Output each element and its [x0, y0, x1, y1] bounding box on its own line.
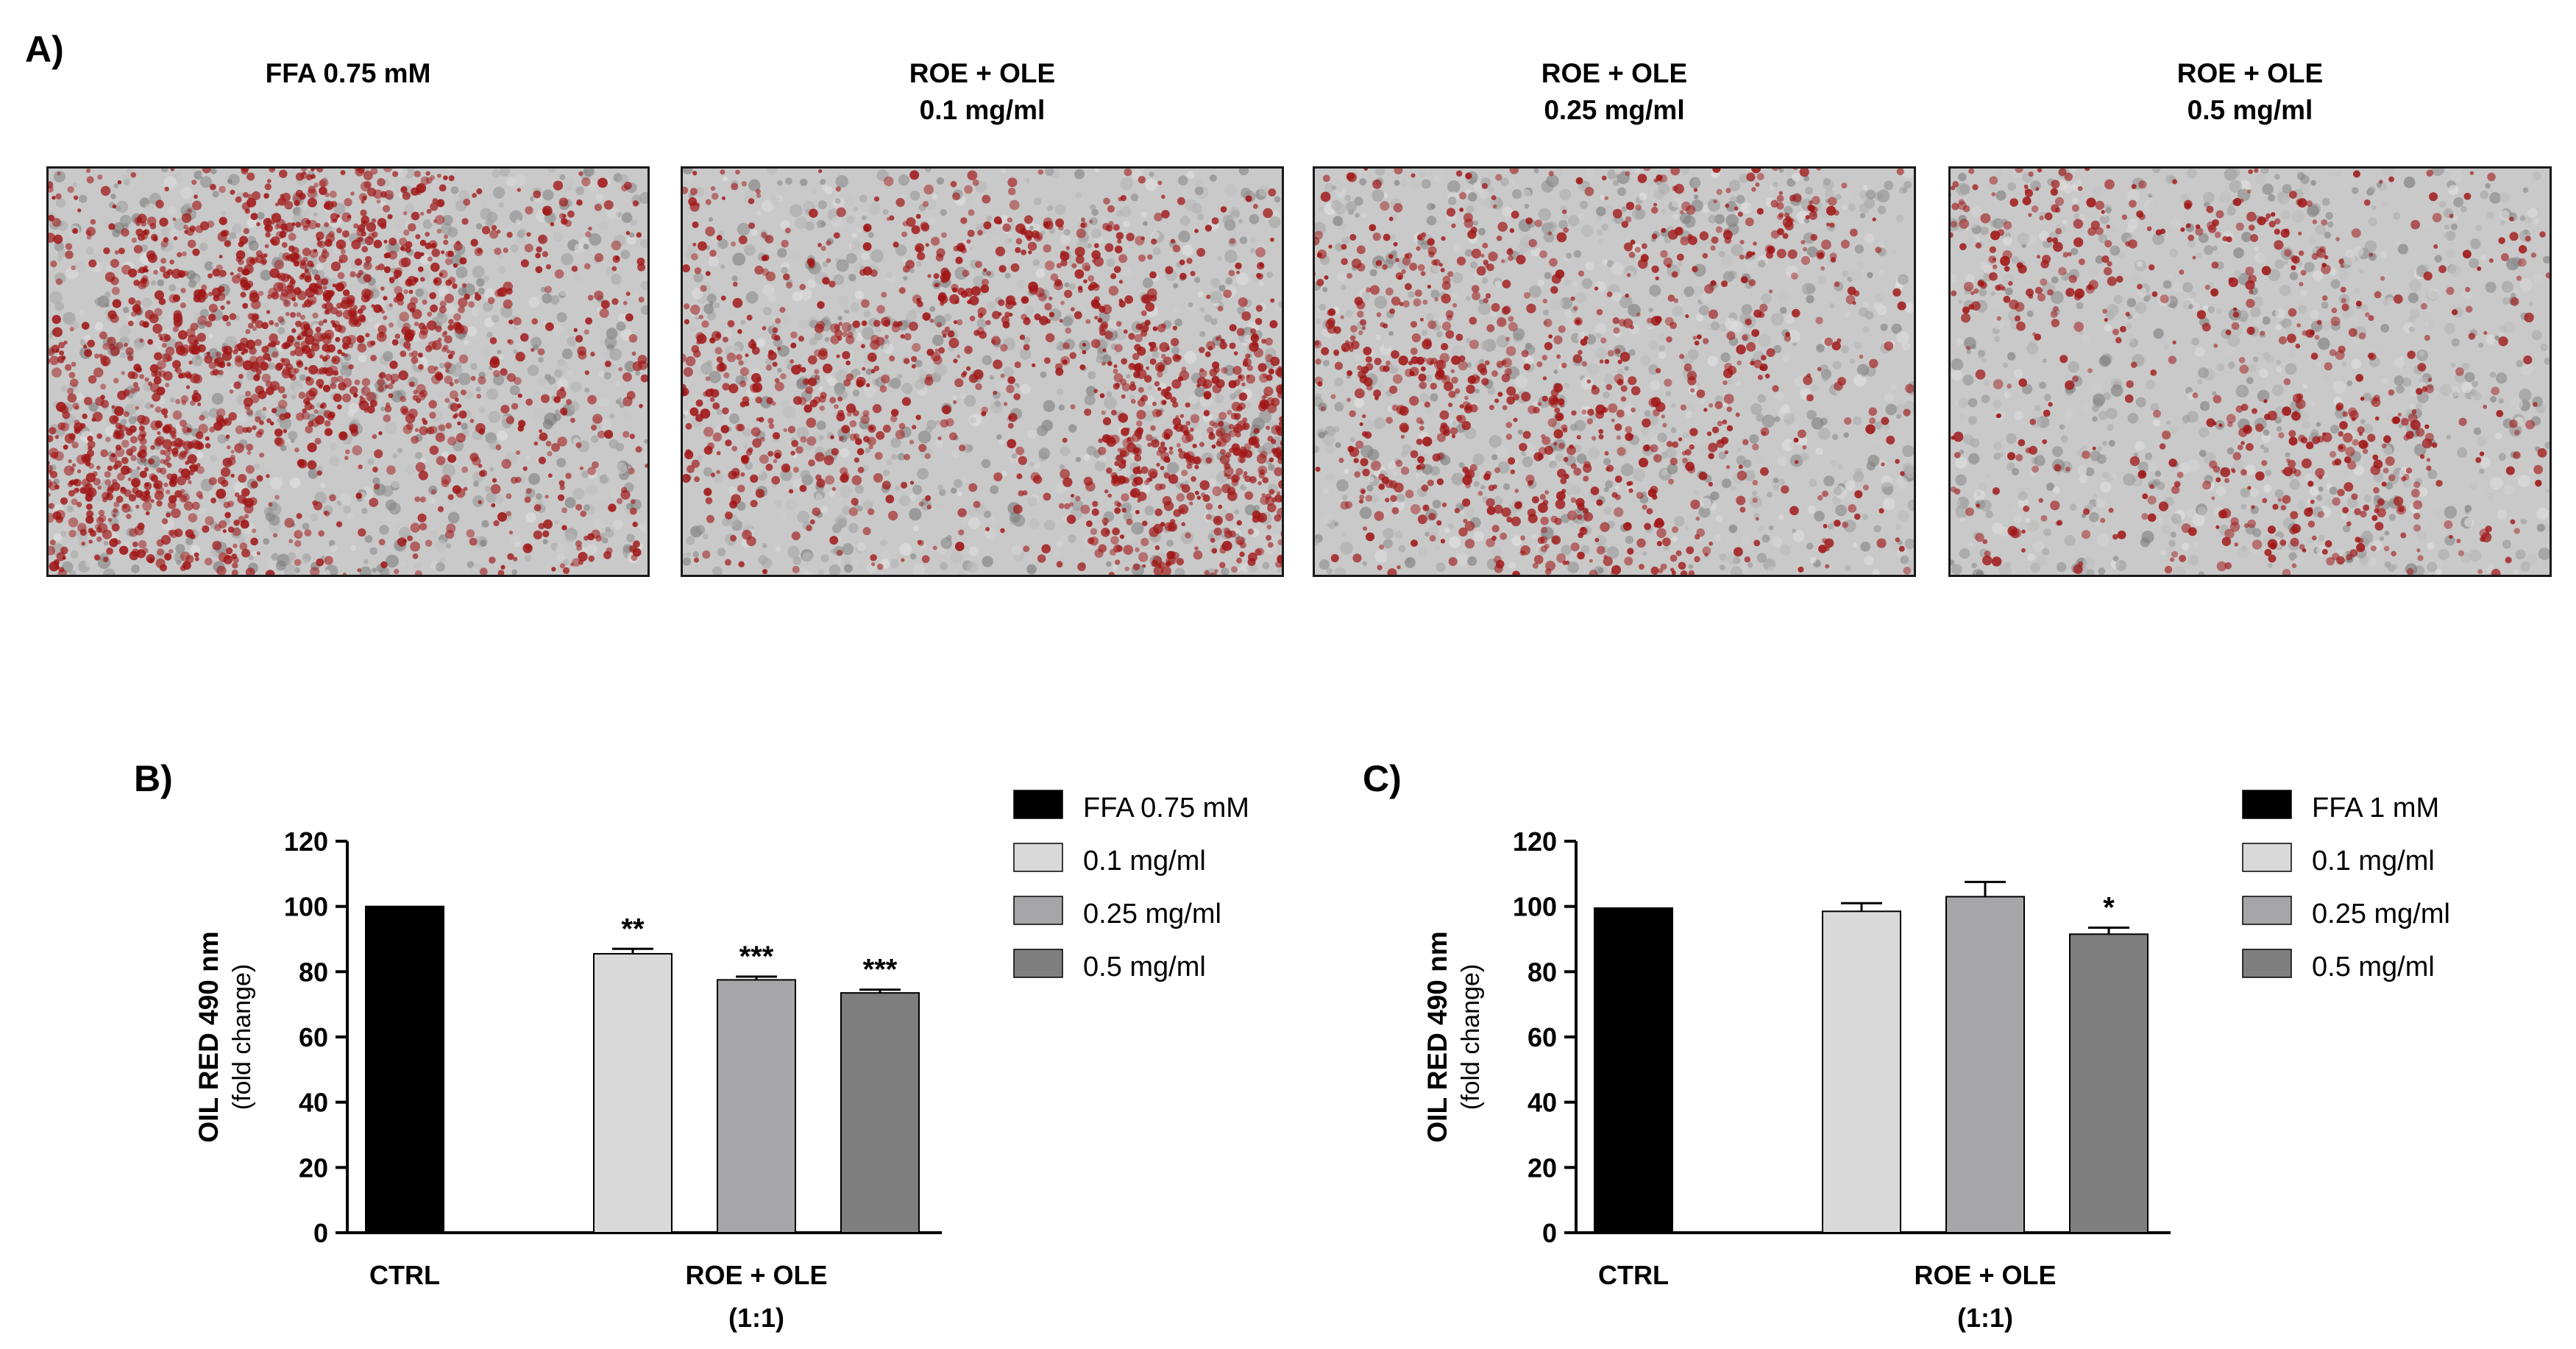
image-title-2-line1: ROE + OLE: [909, 58, 1056, 88]
chart-b-sig-1: **: [621, 913, 645, 945]
chart-c-ylabel: OIL RED 490 nm: [1422, 931, 1452, 1142]
image-title-1: FFA 0.75 mM: [46, 55, 650, 92]
chart-c-ytick-label-4: 80: [1527, 957, 1557, 987]
chart-c-group-sublabel-1: (1:1): [1957, 1303, 2013, 1333]
chart-b-ytick-label-2: 40: [299, 1088, 328, 1118]
chart-c-ytick-label-3: 60: [1527, 1022, 1557, 1052]
chart-b-ylabel: OIL RED 490 nm: [194, 931, 224, 1142]
chart-c-legend-label-0: FFA 1 mM: [2312, 793, 2439, 824]
chart-c-ylabel-sub: (fold change): [1457, 964, 1485, 1110]
image-title-2: ROE + OLE 0.1 mg/ml: [681, 55, 1284, 129]
micrograph-dose-025-svg: [1315, 169, 1914, 575]
chart-b: B) OIL RED 490 nm (fold change) 0 20 40 60 80 10…: [134, 758, 1249, 1333]
chart-b-bar-3: [840, 992, 920, 1233]
chart-b-ytick-label-1: 20: [299, 1153, 328, 1183]
micrograph-dose-025: [1313, 166, 1916, 577]
chart-b-panel-label: B): [134, 758, 173, 799]
image-title-3-line1: ROE + OLE: [1541, 58, 1688, 88]
image-title-3-line2: 0.25 mg/ml: [1544, 95, 1685, 125]
image-title-4-line2: 0.5 mg/ml: [2187, 95, 2313, 125]
chart-b-legend-swatch-2: [1013, 896, 1063, 925]
micrograph-dose-01-svg: [683, 169, 1282, 575]
chart-b-legend-label-2: 0.25 mg/ml: [1083, 899, 1221, 930]
chart-b-bar-0: [365, 905, 444, 1234]
image-title-4: ROE + OLE 0.5 mg/ml: [1948, 55, 2552, 129]
chart-b-ylabel-sub: (fold change): [228, 964, 256, 1110]
image-title-3: ROE + OLE 0.25 mg/ml: [1313, 55, 1916, 129]
chart-b-ytick-label-6: 120: [284, 826, 328, 857]
chart-b-bar-1: [593, 952, 673, 1233]
chart-c-legend-swatch-1: [2242, 843, 2292, 872]
chart-c-ytick-label-2: 40: [1527, 1088, 1557, 1118]
chart-b-group-label-1: ROE + OLE: [685, 1260, 827, 1290]
chart-b-sig-3: ***: [863, 954, 898, 986]
chart-c-sig-3: *: [2103, 891, 2115, 924]
chart-c-legend-swatch-0: [2242, 790, 2292, 819]
image-title-4-line1: ROE + OLE: [2176, 58, 2324, 88]
chart-c-ytick-label-6: 120: [1513, 826, 1557, 857]
chart-b-bar-2: [717, 979, 796, 1233]
chart-b-ytick-label-0: 0: [313, 1218, 328, 1248]
micrograph-dose-05-svg: [1951, 169, 2550, 575]
micrograph-ffa-svg: [49, 169, 647, 575]
chart-c-bar-3: [2069, 933, 2149, 1233]
chart-b-legend-swatch-0: [1013, 790, 1063, 819]
chart-b-ytick-label-3: 60: [299, 1022, 328, 1052]
chart-c-legend-swatch-2: [2242, 896, 2292, 925]
chart-c-ytick-label-1: 20: [1527, 1153, 1557, 1183]
chart-c-legend-label-1: 0.1 mg/ml: [2312, 846, 2435, 877]
chart-c-bar-0: [1594, 907, 1673, 1233]
chart-c-ytick-label-0: 0: [1542, 1218, 1557, 1248]
chart-c: C) OIL RED 490 nm (fold change) 0 20 40 60 80 10…: [1363, 758, 2450, 1333]
chart-c-legend-label-3: 0.5 mg/ml: [2312, 952, 2435, 982]
chart-c-bar-1: [1822, 910, 1901, 1233]
chart-b-group-label-0: CTRL: [369, 1260, 440, 1290]
chart-b-ytick-label-5: 100: [284, 892, 328, 922]
chart-b-legend-label-3: 0.5 mg/ml: [1083, 952, 1206, 982]
panel-a-label: A): [25, 29, 64, 70]
micrograph-dose-01: [681, 166, 1284, 577]
chart-c-group-label-0: CTRL: [1598, 1260, 1669, 1290]
chart-b-legend-swatch-3: [1013, 949, 1063, 978]
chart-c-ytick-label-5: 100: [1513, 892, 1557, 922]
chart-b-sig-2: ***: [739, 941, 774, 973]
chart-c-legend-swatch-3: [2242, 949, 2292, 978]
chart-c-bar-2: [1945, 896, 2025, 1233]
micrograph-ffa: [46, 166, 650, 577]
chart-b-ytick-label-4: 80: [299, 957, 328, 987]
chart-b-legend-swatch-1: [1013, 843, 1063, 872]
image-title-2-line2: 0.1 mg/ml: [919, 95, 1046, 125]
micrograph-dose-05: [1948, 166, 2552, 577]
chart-b-group-sublabel-1: (1:1): [728, 1303, 784, 1333]
chart-c-legend-label-2: 0.25 mg/ml: [2312, 899, 2450, 930]
chart-b-legend-label-1: 0.1 mg/ml: [1083, 846, 1206, 877]
chart-c-panel-label: C): [1363, 758, 1402, 799]
chart-b-legend-label-0: FFA 0.75 mM: [1083, 793, 1249, 824]
chart-c-group-label-1: ROE + OLE: [1914, 1260, 2056, 1290]
image-title-1-line1: FFA 0.75 mM: [265, 58, 431, 88]
